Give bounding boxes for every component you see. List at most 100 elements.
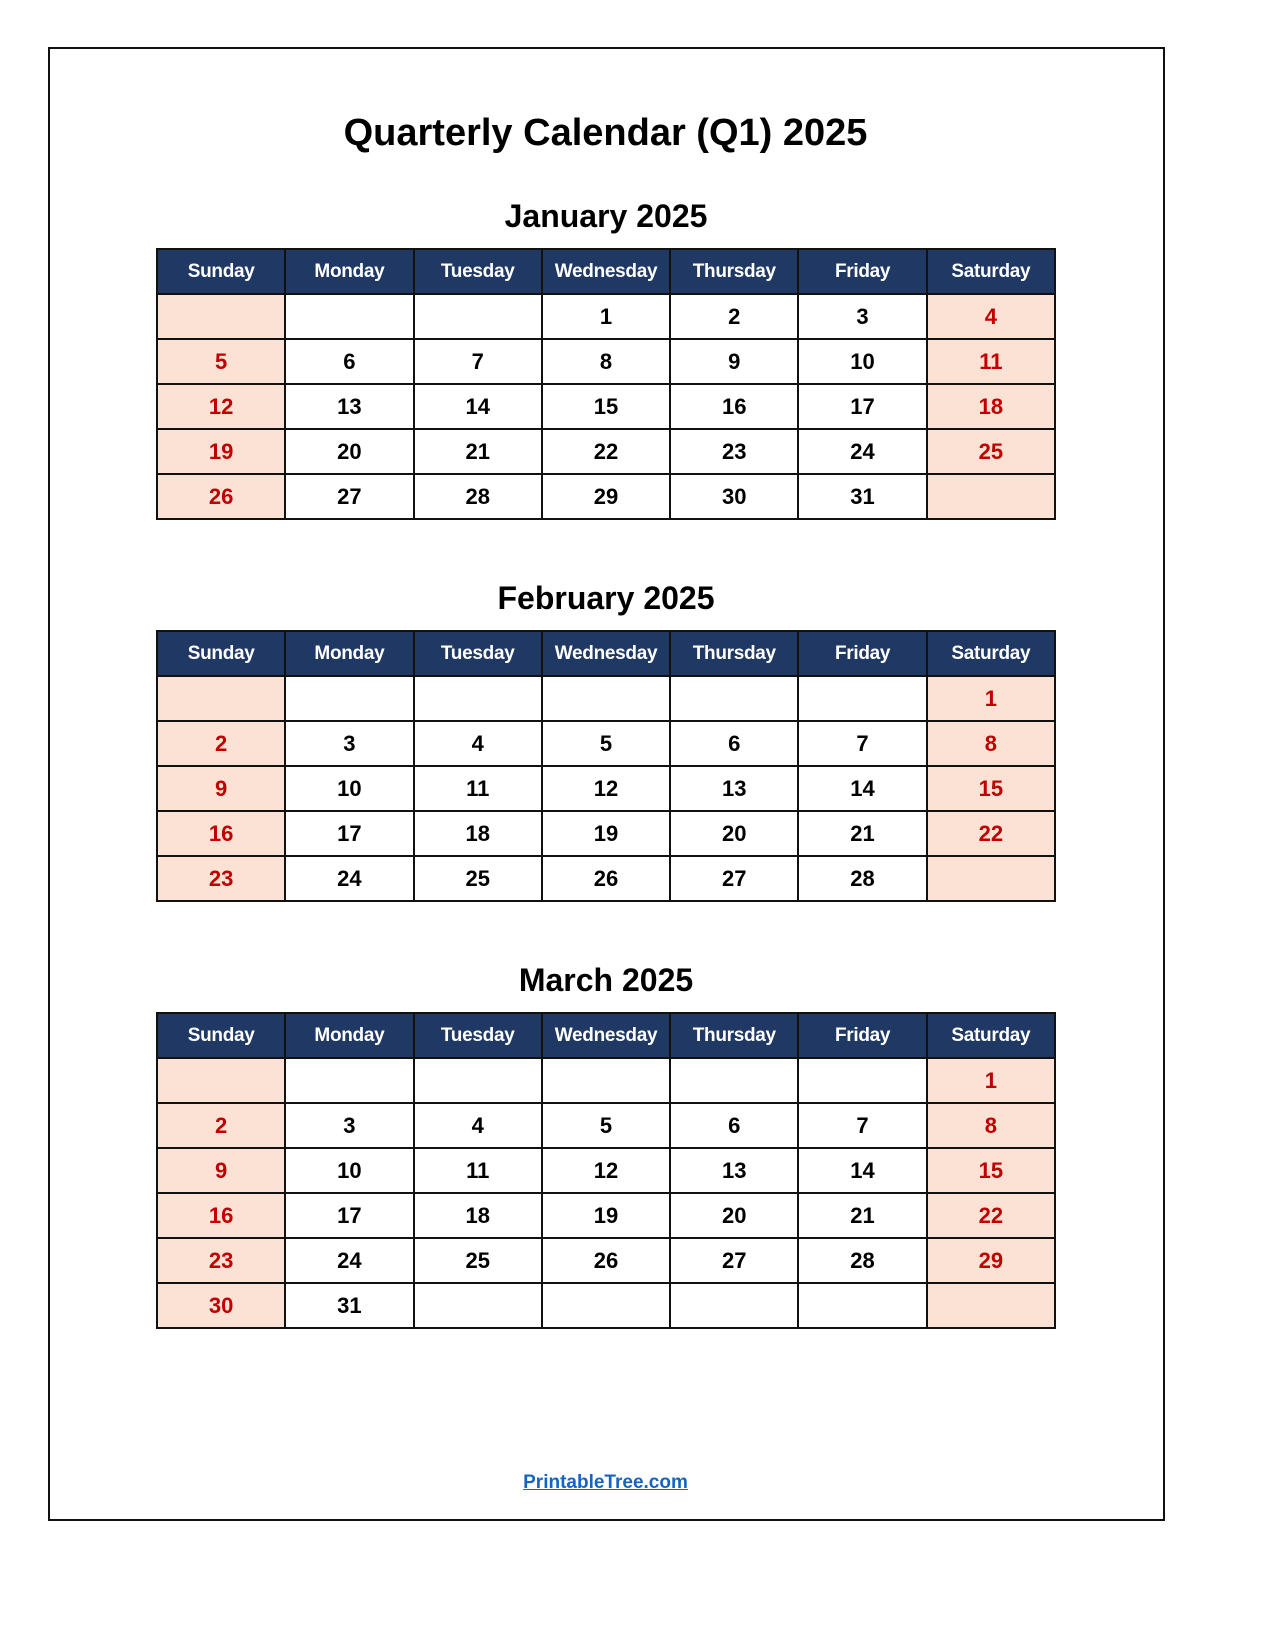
month-title: January 2025 [504, 198, 708, 234]
day-cell: 19 [155, 428, 287, 475]
day-cell: 15 [925, 1147, 1057, 1194]
week-row: 19 20 21 22 23 24 25 [155, 428, 1057, 475]
day-cell: 6 [669, 720, 800, 767]
day-cell: 16 [669, 383, 800, 430]
empty-day-cell [155, 675, 287, 722]
day-cell: 13 [669, 765, 800, 812]
day-cell: 20 [669, 1192, 800, 1239]
day-cell: 1 [925, 675, 1057, 722]
weekday-header: Tuesday [412, 248, 543, 295]
day-cell: 25 [925, 428, 1057, 475]
day-cell: 22 [925, 810, 1057, 857]
day-cell: 17 [284, 1192, 415, 1239]
month-grid: Sunday Monday Tuesday Wednesday Thursday Frid… [155, 1012, 1057, 1329]
day-cell: 24 [797, 428, 928, 475]
day-cell: 27 [284, 473, 415, 520]
weekday-header: Monday [284, 1012, 415, 1059]
printabletree-link[interactable]: PrintableTree.com [523, 1472, 688, 1493]
day-cell: 26 [155, 473, 287, 520]
page-title: Quarterly Calendar (Q1) 2025 [343, 112, 868, 154]
month-march: March 2025 Sunday Monday Tuesday Wednesday Th… [155, 962, 1057, 1329]
day-cell: 4 [925, 293, 1057, 340]
day-cell: 3 [284, 720, 415, 767]
day-cell: 15 [925, 765, 1057, 812]
day-cell: 11 [412, 1147, 543, 1194]
week-row: 1 [155, 675, 1057, 722]
day-cell: 14 [797, 765, 928, 812]
day-cell: 10 [284, 1147, 415, 1194]
month-grid: Sunday Monday Tuesday Wednesday Thursday Frid… [155, 248, 1057, 520]
day-cell: 2 [669, 293, 800, 340]
day-cell: 29 [540, 473, 672, 520]
weekday-header: Thursday [669, 630, 800, 677]
empty-day-cell [412, 675, 543, 722]
weekday-header: Tuesday [412, 630, 543, 677]
day-cell: 8 [925, 720, 1057, 767]
week-row: 1 [155, 1057, 1057, 1104]
weekday-header: Sunday [155, 1012, 287, 1059]
day-cell: 13 [284, 383, 415, 430]
day-cell: 28 [412, 473, 543, 520]
day-cell: 3 [284, 1102, 415, 1149]
day-cell: 1 [540, 293, 672, 340]
empty-day-cell [669, 1282, 800, 1329]
day-cell: 18 [412, 1192, 543, 1239]
weekday-header: Sunday [155, 248, 287, 295]
weekday-header: Monday [284, 248, 415, 295]
empty-day-cell [284, 675, 415, 722]
day-cell: 23 [155, 855, 287, 902]
weekday-header: Wednesday [540, 1012, 672, 1059]
weekday-header: Saturday [925, 630, 1057, 677]
empty-day-cell [412, 1282, 543, 1329]
day-cell: 18 [925, 383, 1057, 430]
empty-day-cell [540, 1057, 672, 1104]
week-row: 12 13 14 15 16 17 18 [155, 383, 1057, 430]
day-cell: 5 [540, 720, 672, 767]
empty-day-cell [540, 1282, 672, 1329]
day-cell: 5 [540, 1102, 672, 1149]
day-cell: 10 [284, 765, 415, 812]
empty-day-cell [412, 293, 543, 340]
week-row: 16 17 18 19 20 21 22 [155, 1192, 1057, 1239]
day-cell: 6 [284, 338, 415, 385]
day-cell: 30 [155, 1282, 287, 1329]
empty-day-cell [284, 293, 415, 340]
day-cell: 23 [669, 428, 800, 475]
empty-day-cell [155, 1057, 287, 1104]
week-row: 30 31 [155, 1282, 1057, 1329]
day-cell: 17 [284, 810, 415, 857]
day-cell: 25 [412, 1237, 543, 1284]
day-cell: 22 [925, 1192, 1057, 1239]
week-row: 23 24 25 26 27 28 29 [155, 1237, 1057, 1284]
day-cell: 27 [669, 855, 800, 902]
day-cell: 2 [155, 720, 287, 767]
day-cell: 25 [412, 855, 543, 902]
day-cell: 8 [925, 1102, 1057, 1149]
weekday-header: Friday [797, 630, 928, 677]
weekday-header: Saturday [925, 1012, 1057, 1059]
empty-day-cell [669, 1057, 800, 1104]
page-border [48, 47, 1165, 1521]
empty-day-cell [925, 473, 1057, 520]
empty-day-cell [797, 675, 928, 722]
day-cell: 28 [797, 1237, 928, 1284]
month-title: March 2025 [518, 962, 694, 998]
empty-day-cell [797, 1282, 928, 1329]
footer: PrintableTree.com [0, 1472, 1211, 1494]
weekday-header: Friday [797, 248, 928, 295]
empty-day-cell [669, 675, 800, 722]
week-row: 9 10 11 12 13 14 15 [155, 765, 1057, 812]
week-row: 9 10 11 12 13 14 15 [155, 1147, 1057, 1194]
weekday-header: Monday [284, 630, 415, 677]
week-row: 23 24 25 26 27 28 [155, 855, 1057, 902]
day-cell: 12 [540, 765, 672, 812]
day-cell: 14 [412, 383, 543, 430]
day-cell: 4 [412, 720, 543, 767]
day-cell: 3 [797, 293, 928, 340]
day-cell: 28 [797, 855, 928, 902]
day-cell: 8 [540, 338, 672, 385]
day-cell: 15 [540, 383, 672, 430]
day-cell: 20 [284, 428, 415, 475]
